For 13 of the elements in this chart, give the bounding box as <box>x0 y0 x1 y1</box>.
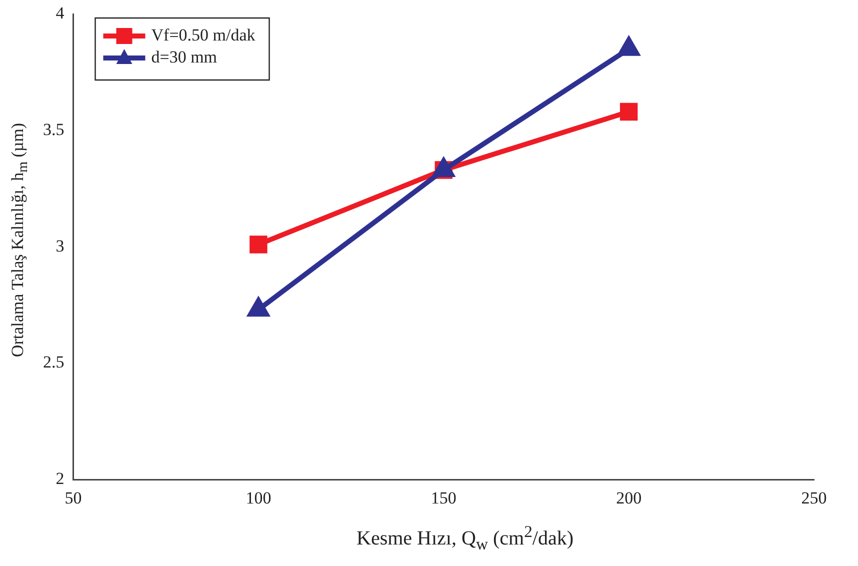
y-tick-label: 4 <box>56 3 65 22</box>
x-tick-label: 200 <box>616 488 642 508</box>
legend-label: Vf=0.50 m/dak <box>151 25 256 44</box>
y-tick-label: 2 <box>56 469 64 488</box>
x-tick-label: 100 <box>246 488 272 508</box>
x-tick-label: 150 <box>430 488 456 508</box>
y-tick-label: 2.5 <box>43 352 64 372</box>
legend-label: d=30 mm <box>151 47 218 66</box>
x-axis-title: Kesme Hızı, Q$_{w}$ (cm$^{2}$/dak) <box>356 522 574 555</box>
y-tick-label: 3 <box>56 236 64 256</box>
y-tick-label: 3.5 <box>43 120 64 139</box>
x-tick-label: 50 <box>64 488 82 508</box>
x-tick-label: 250 <box>801 488 827 508</box>
